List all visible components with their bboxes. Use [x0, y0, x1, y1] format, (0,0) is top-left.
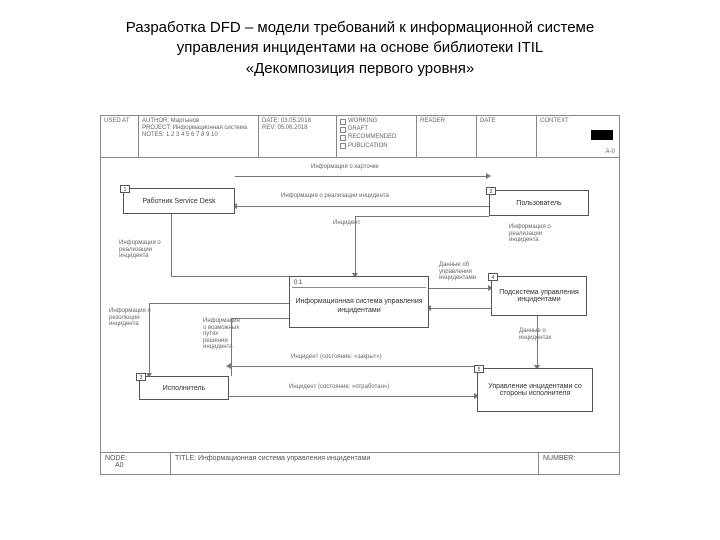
flow-label: Информация о реализации инцидента [509, 224, 551, 244]
entity-management: 5Управление инцидентами со стороны испол… [477, 368, 593, 412]
arrow [429, 308, 491, 309]
arrow [235, 176, 489, 177]
arrow [235, 206, 489, 207]
flow-label: Инцидент [333, 220, 360, 227]
arrow [429, 288, 491, 289]
entity-user: 2Пользователь [489, 190, 589, 216]
flow-label: Инцидент (состояние: «закрыт») [291, 354, 382, 361]
arrow [355, 216, 356, 276]
arrow [171, 214, 172, 276]
flow-label: Данные о инцидентах [519, 328, 552, 341]
context-box-icon [591, 130, 613, 140]
dfd-diagram: USED AT AUTHOR: Мартынов PROJECT: Информ… [100, 115, 620, 475]
arrow [149, 338, 150, 376]
flow-label: Информация о возможных путях решения инц… [203, 318, 240, 351]
ftr-number: NUMBER: [539, 453, 619, 474]
arrow [149, 303, 150, 341]
entity-service-desk: 1Работник Service Desk [123, 188, 235, 214]
flow-label: Информация о реализации инцидента [119, 240, 161, 260]
arrow [231, 318, 289, 319]
hdr-context: CONTEXT A-0 [537, 116, 619, 157]
title-line-1: Разработка DFD – модели требований к инф… [60, 18, 660, 38]
arrow-head-icon [486, 173, 491, 179]
hdr-reader: READER [417, 116, 477, 157]
hdr-date2: DATE [477, 116, 537, 157]
diagram-header: USED AT AUTHOR: Мартынов PROJECT: Информ… [101, 116, 619, 158]
arrow [355, 216, 489, 217]
flow-label: Инцидент (состояние: «отработан») [289, 384, 389, 391]
ftr-node: NODE: A0 [101, 453, 171, 474]
arrow [537, 316, 538, 368]
flow-label: Информация о резолюции инцидента [109, 308, 151, 328]
diagram-canvas: Информация о карточке Информация о реали… [101, 158, 619, 452]
flow-label: Данные об управлении инцидентами [439, 262, 476, 282]
title-line-2: управления инцидентами на основе библиот… [60, 38, 660, 58]
page-title: Разработка DFD – модели требований к инф… [0, 0, 720, 87]
entity-subsystem: 4Подсистема управления инцидентами [491, 276, 587, 316]
hdr-date: DATE: 03.05.2018 REV: 05.06.2018 [259, 116, 337, 157]
hdr-author: AUTHOR: Мартынов PROJECT: Информационная… [139, 116, 259, 157]
flow-label: Информация о карточке [311, 164, 379, 171]
diagram-footer: NODE: A0 TITLE: Информационная система у… [101, 452, 619, 474]
arrow [229, 366, 477, 367]
arrow-head-icon [226, 363, 231, 369]
arrow [171, 276, 289, 277]
hdr-status: WORKING DRAFT RECOMMENDED PUBLICATION [337, 116, 417, 157]
arrow [149, 303, 289, 304]
ftr-title: TITLE: Информационная система управления… [171, 453, 539, 474]
process-main: 0.1 Информационная система управления ин… [289, 276, 429, 328]
entity-executor: 3Исполнитель [139, 376, 229, 400]
process-id: 0.1 [292, 279, 426, 288]
arrow [231, 318, 232, 376]
title-line-3: «Декомпозиция первого уровня» [60, 59, 660, 79]
arrow [229, 396, 477, 397]
process-name: Информационная система управления инциде… [292, 288, 426, 325]
flow-label: Информация о реализации инцидента [281, 193, 389, 200]
hdr-used-at: USED AT [101, 116, 139, 157]
